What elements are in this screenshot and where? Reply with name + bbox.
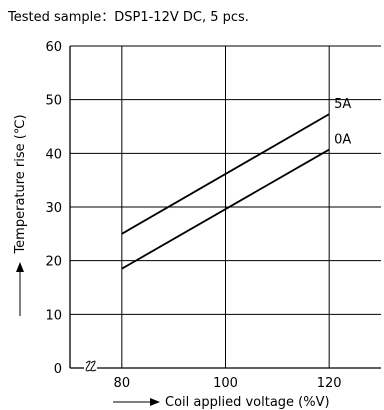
series-label-0: 5A	[334, 97, 351, 112]
x-axis-arrow-head	[150, 398, 160, 406]
series-line-0	[121, 113, 330, 235]
y-tick-label: 60	[45, 40, 62, 55]
y-tick-label: 20	[45, 255, 62, 270]
chart-subtitle: Tested sample：DSP1-12V DC, 5 pcs.	[8, 10, 249, 25]
series-line-1	[121, 148, 330, 270]
x-tick-label: 100	[213, 376, 238, 391]
y-tick-label: 50	[45, 94, 62, 109]
y-tick-label: 10	[45, 308, 62, 323]
x-tick-label: 120	[317, 376, 342, 391]
series-label-1: 0A	[334, 133, 351, 148]
y-axis-label: Temperature rise (℃)	[13, 114, 28, 254]
x-axis-label: Coil applied voltage (%V)	[165, 395, 330, 410]
y-tick-label: 0	[54, 362, 62, 377]
y-tick-label: 30	[45, 201, 62, 216]
axis-break-symbol	[85, 360, 92, 372]
y-axis-arrow-head	[16, 262, 24, 272]
y-tick-label: 40	[45, 147, 62, 162]
axis-break-symbol	[90, 360, 97, 372]
x-tick-label: 80	[114, 376, 131, 391]
